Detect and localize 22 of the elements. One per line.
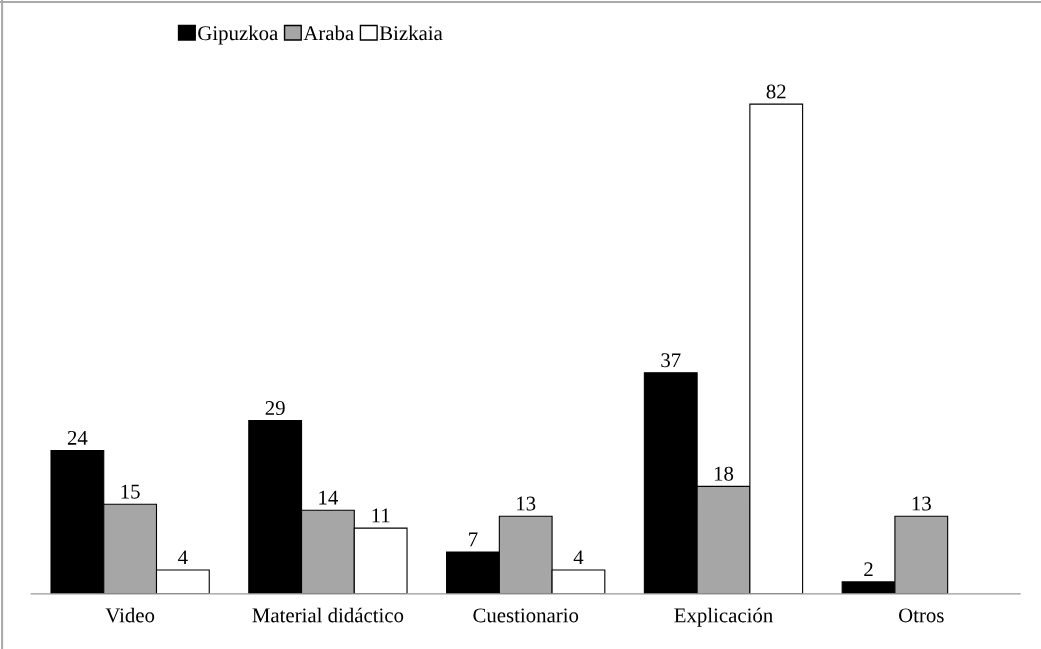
data-label: 2 — [864, 562, 873, 577]
x-tick-label: Explicación — [674, 607, 773, 627]
data-label: 4 — [573, 550, 584, 565]
legend-label: Araba — [303, 25, 354, 41]
data-label: 13 — [517, 496, 536, 511]
legend-label: Bizkaia — [379, 25, 443, 41]
data-label: 14 — [319, 490, 339, 505]
x-tick-label: Otros — [898, 608, 944, 623]
data-label: 24 — [67, 430, 88, 445]
data-label: 13 — [912, 496, 931, 511]
data-label: 82 — [766, 84, 786, 99]
data-label: 37 — [661, 353, 681, 368]
x-tick-label: Cuestionario — [473, 608, 579, 623]
data-label: 29 — [265, 401, 285, 416]
data-label: 7 — [469, 532, 478, 547]
x-tick-label: Material didáctico — [252, 607, 404, 623]
data-label: 18 — [714, 466, 734, 481]
x-tick-label: Video — [105, 607, 155, 623]
data-label: 4 — [178, 550, 188, 565]
data-label: 11 — [372, 508, 390, 523]
legend-label: Gipuzkoa — [198, 25, 278, 45]
data-label: 15 — [121, 484, 140, 499]
